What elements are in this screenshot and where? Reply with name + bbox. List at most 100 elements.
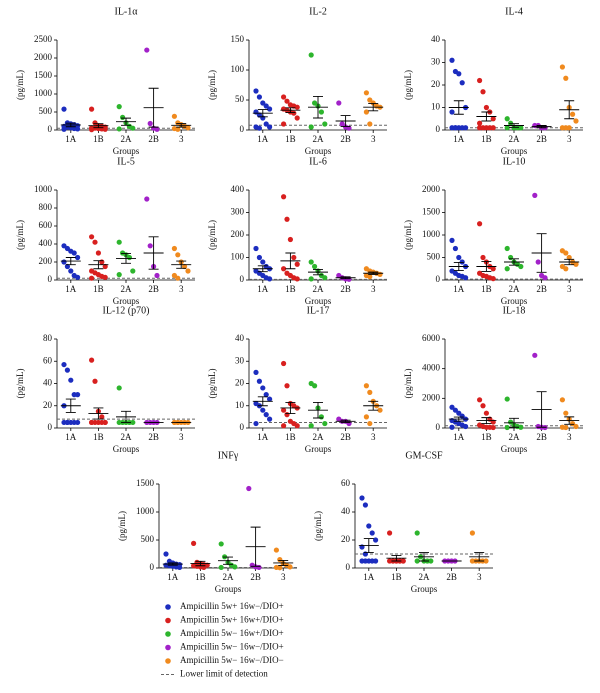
data-point [116,272,122,278]
y-tick-label: 0 [240,274,245,284]
x-axis-label: Groups [113,146,140,156]
y-tick-label: 400 [231,184,245,194]
data-point [573,261,579,267]
y-tick-label: 20 [235,378,245,388]
x-tick-label: 1A [257,432,269,442]
y-tick-label: 150 [231,34,245,44]
x-tick-label: 2B [148,134,159,144]
data-point [92,378,98,384]
y-tick-label: 6000 [422,333,441,343]
data-point [263,121,269,127]
x-tick-label: 2A [121,134,133,144]
data-point [366,523,372,529]
x-tick-label: 2A [313,134,325,144]
data-point [253,369,259,375]
data-point [68,268,74,274]
data-point [267,276,273,282]
y-tick-label: 80 [43,333,53,343]
legend-label: Ampicillin 5w+ 16w+/DIO+ [180,615,284,625]
x-axis-label: Groups [305,444,332,454]
data-point [518,125,524,131]
y-tick-label: 60 [43,355,53,365]
x-axis-label: Groups [411,584,438,594]
error-bar [363,538,374,554]
error-bar [121,253,131,264]
data-point [456,410,462,416]
error-bar [176,260,187,269]
data-point [367,389,373,395]
data-point [367,274,373,280]
data-point [256,254,262,261]
y-axis-label: (pg/mL) [403,369,413,399]
data-point [89,357,95,363]
y-tick-label: 0 [150,562,155,572]
data-point [75,126,81,132]
error-bar [313,268,323,276]
data-point [102,419,108,426]
data-point [147,243,153,249]
data-point [144,47,150,53]
data-point [61,259,67,265]
data-point [532,192,538,198]
data-point [362,502,368,508]
data-point [504,266,510,272]
error-bar [564,258,575,266]
data-point [463,125,469,131]
x-tick-label: 3 [371,432,376,442]
x-tick-label: 1B [93,432,104,442]
data-point [367,420,373,427]
data-point [75,419,81,426]
y-axis-label: (pg/mL) [207,220,217,250]
data-point [92,239,98,245]
data-point [130,268,136,274]
y-tick-label: 1000 [422,229,441,239]
data-point [504,116,510,122]
data-point [312,100,318,106]
data-point [483,410,489,416]
data-point [185,125,191,131]
data-point [154,126,160,132]
x-tick-label: 2B [340,284,351,294]
panel-title: IL-4 [505,6,523,17]
error-bar [285,107,296,114]
data-point [99,259,105,265]
legend-marker [165,617,171,624]
data-point [232,564,238,570]
data-point [116,104,122,110]
data-point [414,530,420,536]
y-axis-label: (pg/mL) [117,511,127,541]
data-point [483,104,489,111]
y-tick-label: 100 [231,252,245,262]
x-axis-label: Groups [501,146,528,156]
data-point [256,94,262,100]
x-axis-label: Groups [113,296,140,306]
y-tick-label: 100 [231,64,245,74]
y-tick-label: 200 [39,256,53,266]
data-point [532,352,538,358]
data-point [281,121,287,127]
y-tick-label: 600 [39,220,53,230]
data-point [281,423,287,429]
data-point [175,126,181,132]
data-point [171,113,177,119]
x-tick-label: 1A [257,284,269,294]
data-point [362,558,368,564]
data-point [559,64,566,70]
y-tick-label: 0 [48,274,53,284]
y-tick-label: 40 [431,34,441,44]
error-bar [481,111,492,122]
data-point [449,424,455,430]
y-tick-label: 30 [235,355,245,365]
panel-title: IL-10 [503,156,526,167]
legend-label: Ampicillin 5w− 16w−/DIO+ [180,642,284,652]
data-point [452,245,458,252]
data-point [294,261,300,267]
error-bar [419,552,429,562]
x-tick-label: 1B [481,134,492,144]
data-point [452,125,458,131]
panel-title: IL-12 (p70) [103,305,150,316]
y-tick-label: 60 [341,478,351,488]
error-bar [195,560,206,567]
data-point [294,423,300,429]
data-point [177,564,183,571]
